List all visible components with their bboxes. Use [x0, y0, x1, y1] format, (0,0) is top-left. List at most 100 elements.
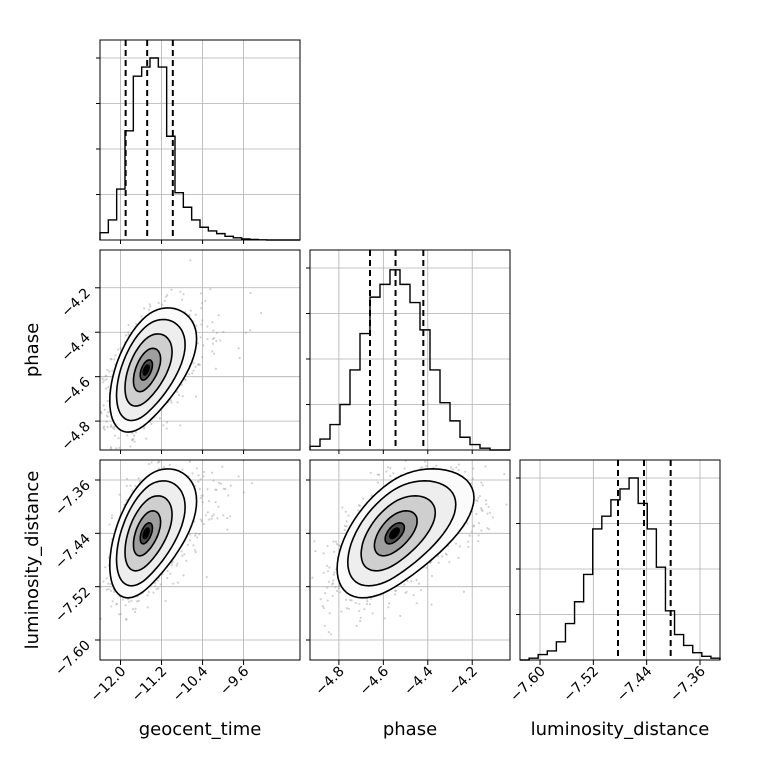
sample-point [260, 311, 263, 315]
sample-point [226, 516, 229, 520]
sample-point [202, 344, 205, 347]
sample-point [105, 577, 108, 580]
sample-point [172, 582, 175, 585]
sample-point [485, 503, 488, 506]
sample-point [387, 602, 391, 605]
sample-point [109, 446, 113, 449]
sample-point [179, 455, 181, 457]
sample-point [176, 401, 179, 404]
sample-point [489, 511, 492, 514]
sample-point [170, 288, 173, 291]
sample-point [213, 336, 216, 340]
sample-point [314, 549, 317, 553]
contour-line [108, 468, 198, 599]
sample-point [158, 417, 161, 420]
sample-point [487, 528, 491, 531]
histogram-geocent_time [99, 57, 300, 241]
sample-point [102, 404, 105, 407]
sample-point [491, 457, 493, 459]
sample-point [486, 527, 489, 530]
sample-point [350, 599, 353, 602]
sample-point [111, 369, 114, 372]
sample-point [104, 566, 107, 569]
y-tick-label: −4.2 [58, 285, 93, 320]
sample-point [405, 590, 408, 593]
sample-point [106, 400, 109, 403]
sample-point [420, 466, 424, 469]
sample-point [105, 378, 108, 381]
sample-point [326, 586, 329, 589]
sample-point [503, 472, 506, 476]
sample-point [337, 587, 340, 590]
sample-point [156, 579, 160, 582]
y-axis-label: luminosity_distance [22, 471, 43, 650]
sample-point [165, 421, 168, 424]
sample-point [217, 481, 221, 484]
sample-point [113, 434, 117, 437]
sample-point [133, 440, 136, 443]
sample-point [119, 612, 123, 616]
contour-line [115, 480, 186, 587]
sample-point [157, 454, 159, 456]
contour-line [108, 307, 198, 433]
sample-point [163, 299, 166, 302]
sample-point [131, 439, 134, 442]
sample-point [194, 551, 197, 554]
sample-point [194, 532, 198, 535]
sample-point [158, 460, 161, 463]
sample-point [229, 515, 232, 518]
sample-point [162, 424, 165, 427]
sample-point [189, 259, 192, 262]
x-axis-geocent_time: −12.0 −11.2 −10.4 −9.6 geocent_time [88, 660, 262, 740]
sample-point [206, 488, 209, 491]
sample-point [249, 329, 252, 332]
sample-point [180, 383, 183, 386]
x-axis-label: geocent_time [139, 719, 262, 740]
contour-line [373, 509, 418, 557]
sample-point [127, 600, 131, 603]
sample-point [412, 594, 415, 597]
sample-point [392, 472, 395, 475]
sample-point [201, 302, 204, 305]
sample-point [108, 523, 111, 526]
sample-point [106, 411, 109, 414]
sample-point [210, 471, 214, 474]
sample-point [179, 290, 182, 293]
y-tick-label: −4.8 [58, 419, 93, 454]
sample-point [206, 325, 209, 328]
sample-point [484, 499, 488, 502]
sample-point [150, 422, 153, 426]
y-tick-label: −7.44 [52, 531, 94, 573]
sample-point [475, 499, 478, 502]
sample-point [249, 292, 252, 295]
sample-point [156, 461, 159, 464]
sample-point [113, 358, 116, 361]
sample-point [205, 575, 208, 579]
sample-point [363, 608, 366, 611]
sample-point [110, 358, 113, 361]
sample-point [215, 339, 218, 343]
x-tick-label: −7.52 [561, 664, 603, 706]
sample-point [227, 494, 230, 497]
sample-point [415, 602, 418, 605]
sample-point [458, 545, 462, 548]
sample-point [212, 513, 215, 516]
sample-point [359, 616, 362, 619]
sample-point [105, 414, 108, 417]
sample-point [505, 503, 508, 506]
sample-point [107, 385, 110, 389]
sample-point [466, 522, 469, 525]
sample-point [388, 474, 392, 478]
sample-point [199, 478, 202, 481]
sample-point [131, 432, 134, 435]
sample-point [105, 374, 108, 377]
sample-point [101, 381, 105, 384]
sample-point [214, 488, 217, 491]
sample-point [176, 562, 179, 565]
sample-point [331, 594, 334, 598]
sample-point [148, 303, 151, 306]
sample-point [335, 589, 339, 593]
sample-point [561, 473, 563, 475]
x-axis-label: luminosity_distance [531, 719, 710, 740]
sample-point [154, 582, 157, 585]
